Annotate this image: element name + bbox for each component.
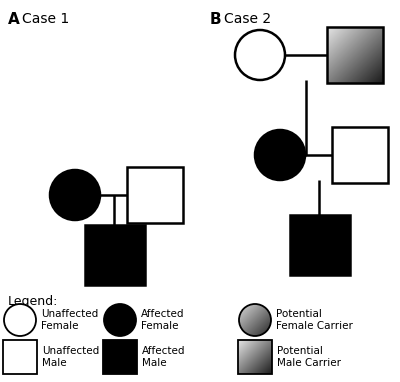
Circle shape (235, 30, 285, 80)
Text: Affected
Male: Affected Male (142, 346, 186, 368)
Text: Unaffected
Male: Unaffected Male (42, 346, 99, 368)
Text: Case 2: Case 2 (224, 12, 271, 26)
Circle shape (50, 170, 100, 220)
Circle shape (4, 304, 36, 336)
Text: B: B (210, 12, 222, 27)
FancyBboxPatch shape (290, 215, 350, 275)
Text: A: A (8, 12, 20, 27)
Text: Legend:: Legend: (8, 295, 58, 308)
FancyBboxPatch shape (332, 127, 388, 183)
FancyBboxPatch shape (85, 225, 145, 285)
FancyBboxPatch shape (103, 340, 137, 374)
FancyBboxPatch shape (127, 167, 183, 223)
Text: Unaffected
Female: Unaffected Female (41, 309, 98, 331)
Text: Potential
Male Carrier: Potential Male Carrier (277, 346, 341, 368)
Text: Affected
Female: Affected Female (141, 309, 184, 331)
Text: Potential
Female Carrier: Potential Female Carrier (276, 309, 353, 331)
Text: Case 1: Case 1 (22, 12, 69, 26)
Circle shape (104, 304, 136, 336)
FancyBboxPatch shape (3, 340, 37, 374)
Circle shape (255, 130, 305, 180)
